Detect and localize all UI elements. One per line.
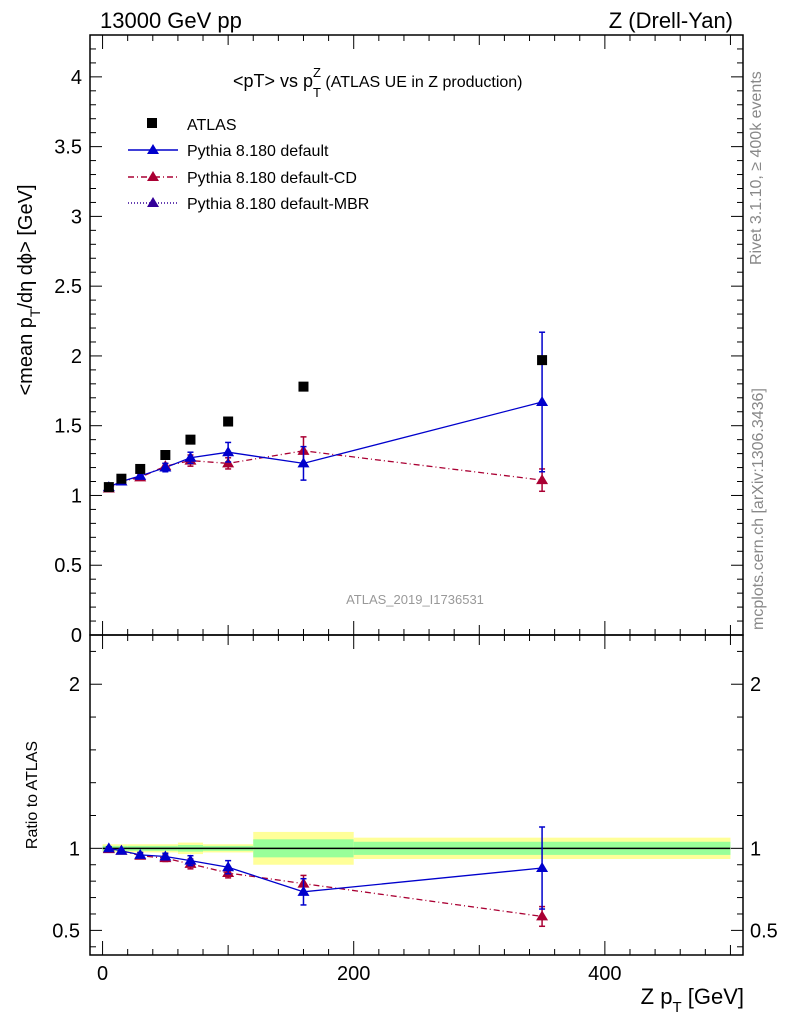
header-left: 13000 GeV pp: [100, 8, 242, 33]
legend-label-atlas: ATLAS: [187, 117, 237, 134]
ratio-y-tick-label-right: 2: [750, 674, 761, 696]
ratio-marker-default: [297, 885, 310, 896]
marker-atlas: [185, 434, 196, 445]
marker-default: [536, 395, 549, 406]
legend-mbr-marker: [147, 197, 159, 207]
ratio-marker-default: [159, 850, 172, 861]
main-y-tick-label: 1: [71, 485, 82, 507]
marker-atlas: [116, 473, 127, 484]
ratio-marker-default: [134, 848, 147, 859]
ratio-y-tick-label-right: 0.5: [750, 920, 778, 942]
ratio-marker-default: [536, 862, 549, 873]
plot-title: <pT> vs pTZ (ATLAS UE in Z production): [233, 65, 523, 100]
marker-default: [134, 469, 147, 480]
y-axis-label: <mean pT/dη dϕ> [GeV]: [15, 184, 43, 395]
x-tick-label: 200: [337, 963, 370, 985]
main-y-tick-label: 0.5: [54, 555, 82, 577]
marker-atlas: [298, 381, 309, 392]
main-y-tick-label: 4: [71, 67, 82, 89]
main-y-tick-label: 3.5: [54, 137, 82, 159]
ratio-y-axis-label: Ratio to ATLAS: [24, 741, 41, 849]
legend-label-default: Pythia 8.180 default: [187, 143, 329, 160]
marker-atlas: [537, 355, 548, 366]
main-y-tick-label: 0: [71, 625, 82, 647]
series-default-line: [108, 401, 543, 488]
series-default-cd-line: [108, 450, 543, 490]
main-y-tick-label: 3: [71, 206, 82, 228]
header-right: Z (Drell-Yan): [609, 8, 733, 33]
marker-atlas: [160, 450, 171, 460]
analysis-watermark: ATLAS_2019_I1736531: [346, 592, 484, 607]
main-y-tick-label: 2: [71, 346, 82, 368]
x-tick-label: 0: [97, 963, 108, 985]
main-y-tick-label: 1.5: [54, 416, 82, 438]
marker-default: [297, 457, 310, 468]
legend: ATLAS Pythia 8.180 default Pythia 8.180 …: [128, 117, 369, 213]
mcplots-label: mcplots.cern.ch [arXiv:1306.3436]: [750, 388, 767, 630]
ratio-y-tick-label: 1: [69, 838, 80, 860]
legend-default-marker: [147, 144, 159, 154]
marker-default: [222, 446, 235, 457]
marker-default: [184, 451, 197, 462]
legend-label-mbr: Pythia 8.180 default-MBR: [187, 196, 369, 213]
ratio-y-tick-label-right: 1: [750, 838, 761, 860]
x-axis-label: Z pT [GeV]: [641, 984, 744, 1016]
ratio-marker-default: [222, 861, 235, 872]
marker-default-cd: [536, 474, 549, 485]
ratio-y-tick-label: 2: [69, 674, 80, 696]
ratio-marker-default-cd: [536, 910, 549, 921]
ratio-frame: [89, 634, 744, 956]
ratio-marker-default: [102, 842, 115, 853]
marker-atlas: [135, 463, 146, 474]
ratio-marker-default: [115, 844, 128, 855]
rivet-label: Rivet 3.1.10, ≥ 400k events: [748, 71, 765, 265]
main-y-tick-label: 2.5: [54, 276, 82, 298]
legend-atlas-marker: [147, 118, 157, 128]
legend-label-cd: Pythia 8.180 default-CD: [187, 170, 357, 187]
ratio-y-tick-label: 0.5: [52, 920, 80, 942]
legend-cd-marker: [147, 171, 159, 181]
marker-atlas: [223, 416, 234, 427]
x-tick-label: 400: [588, 963, 621, 985]
marker-default: [159, 461, 172, 472]
marker-atlas: [103, 482, 114, 493]
ratio-marker-default: [184, 854, 197, 865]
